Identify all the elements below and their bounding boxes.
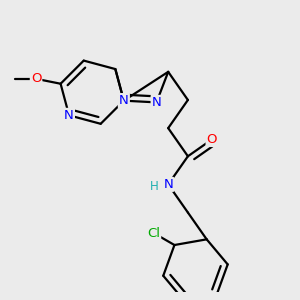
Text: N: N xyxy=(152,96,161,109)
Text: N: N xyxy=(119,94,129,107)
Text: H: H xyxy=(150,180,159,194)
Text: N: N xyxy=(163,178,173,191)
Text: N: N xyxy=(119,94,129,107)
Text: O: O xyxy=(31,72,41,85)
Text: N: N xyxy=(64,109,74,122)
Text: O: O xyxy=(207,133,217,146)
Text: Cl: Cl xyxy=(147,226,160,239)
